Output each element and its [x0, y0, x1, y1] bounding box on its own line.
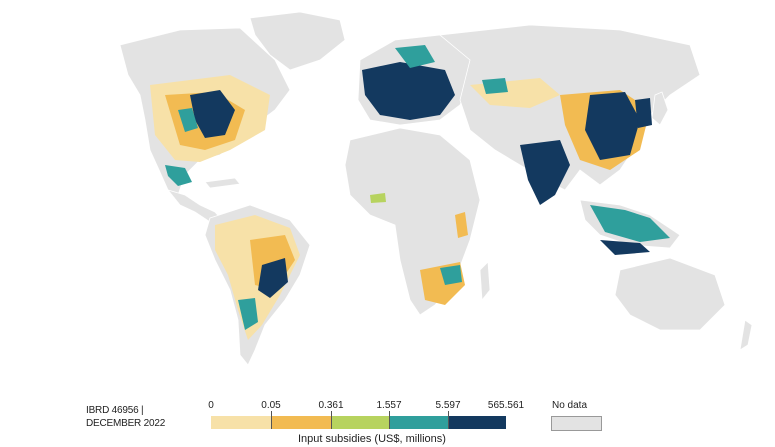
legend-tick-label: 1.557 [376, 400, 402, 411]
new-zealand [739, 319, 753, 351]
australia [614, 257, 726, 331]
region-usa-dark [190, 90, 235, 138]
japan [651, 91, 669, 126]
legend-tick-label: 0.05 [261, 400, 281, 411]
legend-bin-0 [211, 416, 271, 429]
region-mexico [165, 165, 192, 186]
no-data-label: No data [552, 400, 588, 411]
region-south-africa-teal [440, 265, 462, 285]
region-brazil-dark [258, 258, 288, 298]
region-korea-japan [635, 98, 652, 128]
legend-divider [448, 411, 449, 429]
world-map [119, 11, 753, 366]
region-europe-dark [362, 62, 455, 120]
caribbean [204, 177, 241, 189]
region-usa-teal [178, 108, 198, 132]
map-credit-date: DECEMBER 2022 [86, 418, 166, 429]
legend-tick-label: 0.361 [318, 400, 344, 411]
region-india [520, 140, 570, 205]
legend-divider [389, 411, 390, 429]
region-indonesia-dark [600, 240, 650, 255]
legend-divider [271, 411, 272, 429]
legend-bin-4 [448, 416, 506, 429]
legend-divider [331, 411, 332, 429]
map-credit-id: IBRD 46956 | [86, 405, 144, 416]
legend-tick-label: 565.561 [487, 400, 525, 411]
legend-tick-label: 0 [208, 400, 214, 411]
landmasses [119, 11, 753, 366]
madagascar [479, 261, 491, 302]
legend-bin-3 [389, 416, 448, 429]
legend-tick-label: 5.597 [435, 400, 461, 411]
subsidy-overlay [150, 45, 670, 340]
region-europe-teal [395, 45, 435, 68]
map-credit: IBRD 46956 | DECEMBER 2022 [86, 404, 165, 430]
region-argentina [238, 298, 258, 330]
region-russia-teal [482, 78, 508, 94]
no-data-swatch [551, 416, 602, 431]
greenland [249, 11, 346, 71]
region-east-africa [455, 212, 468, 238]
legend-bin-1 [271, 416, 331, 429]
region-west-africa [370, 193, 386, 203]
region-china-dark [585, 92, 640, 160]
legend-bin-2 [331, 416, 389, 429]
region-southeast-asia [590, 205, 670, 242]
legend-title: Input subsidies (US$, millions) [298, 433, 446, 445]
